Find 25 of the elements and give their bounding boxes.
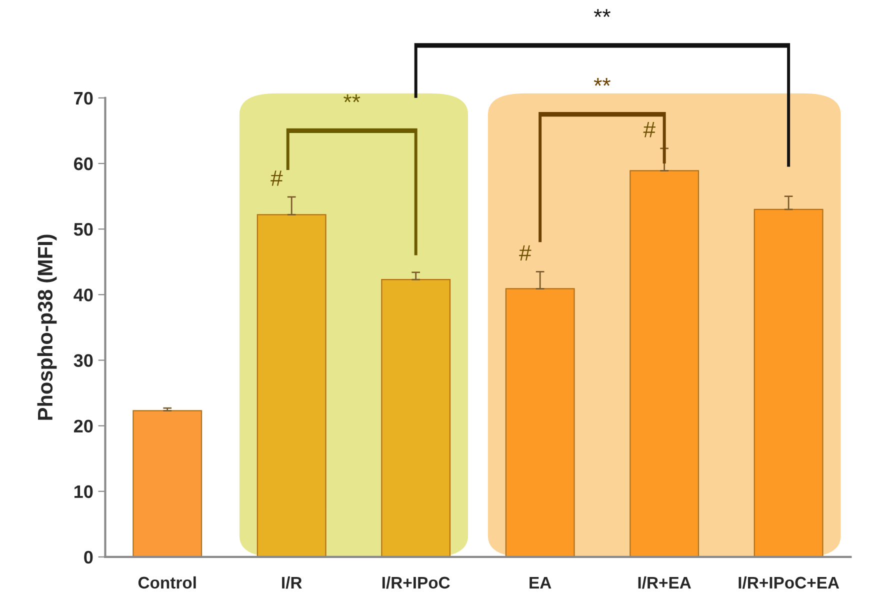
y-tick-label: 30 (74, 354, 93, 367)
y-tick-label: 20 (74, 420, 93, 432)
text: ** (594, 78, 611, 86)
x-tick-label: I/R (282, 576, 302, 589)
y-tick-label: 60 (74, 157, 93, 170)
bar (132, 410, 202, 557)
x-tick-label: I/R+IPoC (382, 576, 450, 589)
y-tick-label: 40 (74, 288, 93, 302)
annotation: # (270, 170, 283, 186)
annotation: # (519, 245, 532, 261)
y-axis-title: Phospho-p38 (MFI) (37, 234, 57, 420)
bar (505, 288, 575, 557)
annotation: # (643, 122, 656, 138)
y-tick-label: 50 (74, 222, 93, 236)
x-tick-label: EA (530, 576, 552, 588)
y-tick-label: 0 (84, 550, 93, 564)
annotation: ** (344, 94, 360, 102)
y-tick-label: 10 (74, 485, 93, 498)
x-tick-label: I/R+IPoC+EA (738, 576, 840, 589)
bar (381, 279, 451, 557)
bar (754, 208, 824, 557)
text: ** (594, 9, 611, 17)
y-tick-label: 70 (74, 92, 93, 105)
x-tick-label: Control (138, 576, 196, 589)
x-tick-label: I/R+EA (638, 576, 691, 589)
